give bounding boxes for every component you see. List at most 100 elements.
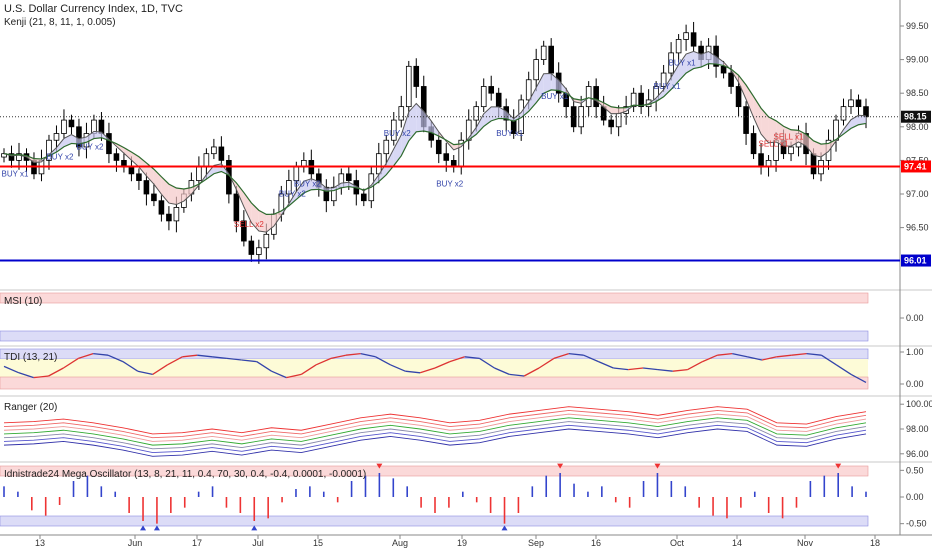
tdi-line-segment	[167, 356, 183, 366]
tdi-line-segment	[107, 354, 124, 363]
tdi-line-segment	[18, 372, 34, 379]
kenji-cloud-segment	[821, 143, 829, 157]
tdi-line-segment	[835, 364, 852, 375]
candle-body	[743, 106, 749, 134]
kenji-cloud-segment	[858, 115, 866, 125]
tdi-line-segment	[568, 352, 584, 356]
kenji-cloud-segment	[746, 85, 754, 118]
candle-body	[398, 106, 405, 121]
candle-body	[248, 240, 255, 255]
osc-tick-label: 0.50	[906, 465, 924, 475]
osc-sell-marker	[557, 463, 564, 469]
tdi-upper-band	[0, 348, 869, 360]
kenji-indicator-label[interactable]: Kenji (21, 8, 11, 1, 0.005)	[4, 17, 116, 28]
candle-body	[196, 166, 202, 181]
candle-body	[443, 153, 450, 161]
candle-body	[360, 193, 367, 202]
tdi-line-segment	[776, 354, 792, 358]
tdi-line-segment	[152, 364, 168, 375]
kenji-cloud-segment	[93, 131, 102, 139]
price-tick-label: 96.50	[906, 223, 929, 233]
kenji-cloud-segment	[768, 116, 777, 143]
candle-body	[61, 119, 67, 134]
tdi-line-segment	[687, 361, 703, 371]
kenji-cloud-segment	[176, 187, 184, 205]
time-tick-label: Oct	[670, 538, 685, 548]
candle-body	[690, 32, 697, 47]
candle-body	[750, 133, 757, 155]
candle-body	[593, 86, 599, 108]
kenji-cloud-segment	[56, 138, 64, 153]
buy-signal-label: BUY x1	[1, 169, 29, 178]
candle-body	[488, 86, 495, 94]
candle-body	[203, 153, 210, 168]
candle-body	[840, 106, 847, 121]
tdi-pane-title[interactable]: TDI (13, 21)	[4, 352, 58, 363]
time-tick-label: 19	[457, 538, 467, 548]
candle-body	[53, 133, 60, 141]
candle-body	[151, 193, 157, 202]
osc-sell-marker	[376, 463, 383, 469]
kenji-cloud-segment	[708, 51, 717, 65]
osc-upper-band	[0, 465, 869, 477]
candle-body	[256, 247, 262, 255]
kenji-cloud-segment	[206, 165, 214, 180]
sell-signal-label: SELL x1	[759, 139, 789, 148]
buy-signal-label: BUY x2	[436, 179, 464, 188]
kenji-cloud-segment	[663, 77, 672, 97]
tdi-line-segment	[48, 367, 64, 377]
tdi-line-segment	[672, 368, 688, 372]
kenji-cloud-segment	[408, 103, 417, 141]
price-tick-label: 97.50	[906, 155, 929, 165]
tdi-line-segment	[211, 356, 228, 360]
candle-body	[735, 86, 742, 108]
kenji-cloud-segment	[386, 148, 394, 175]
candle-body	[630, 92, 637, 108]
candle-body	[106, 133, 112, 155]
tdi-line-segment	[464, 356, 480, 360]
ranger-band-line	[3, 424, 867, 454]
candle-body	[495, 92, 502, 108]
kenji-cloud-segment	[258, 210, 267, 233]
time-tick-label: 13	[35, 538, 45, 548]
candle-body	[211, 146, 217, 155]
candle-body	[608, 119, 614, 128]
candle-body	[113, 153, 120, 161]
tdi-line-segment	[300, 364, 317, 375]
candle-body	[585, 86, 592, 108]
oscillator-pane-title[interactable]: Idnistrade24 Mega Oscillator (13, 8, 21,…	[4, 469, 367, 480]
ranger-band-line	[3, 421, 867, 450]
candle-body	[323, 186, 330, 202]
msi-pane-title[interactable]: MSI (10)	[4, 296, 43, 307]
tdi-line-segment	[598, 361, 614, 369]
kenji-cloud-segment	[303, 178, 312, 193]
time-tick-label: 18	[870, 538, 880, 548]
tdi-line-segment	[494, 367, 510, 375]
price-tick-label: 98.00	[906, 122, 929, 132]
kenji-slow-line	[3, 62, 867, 215]
kenji-cloud-segment	[183, 187, 192, 202]
tdi-line-segment	[330, 354, 346, 360]
kenji-cloud-segment	[453, 143, 462, 150]
ranger-band-line	[3, 409, 867, 439]
candle-body	[218, 146, 225, 161]
candle-body	[345, 173, 352, 181]
time-tick-label: 17	[192, 538, 202, 548]
candle-body	[720, 65, 727, 74]
candle-body	[413, 65, 420, 87]
tdi-line-segment	[315, 357, 332, 366]
buy-signal-label: BUY x1	[669, 58, 697, 67]
candle-body	[128, 166, 135, 175]
kenji-cloud-segment	[416, 103, 424, 132]
buy-signal-label: BUY x2	[76, 143, 104, 152]
last-price-label: 98.15	[904, 112, 927, 122]
tdi-line-segment	[390, 364, 406, 372]
kenji-cloud-segment	[716, 56, 724, 66]
kenji-cloud-segment	[318, 181, 327, 192]
kenji-cloud-segment	[498, 106, 507, 119]
candle-body	[480, 86, 487, 108]
candle-body	[758, 153, 764, 168]
candle-body	[855, 99, 862, 108]
ranger-pane-title[interactable]: Ranger (20)	[4, 402, 58, 413]
